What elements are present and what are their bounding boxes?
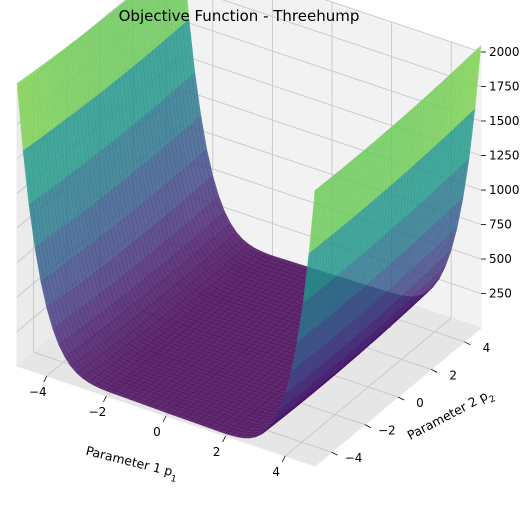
y-tick-label: −2 — [378, 424, 396, 438]
y-tick-mark — [364, 424, 371, 428]
tick-labels: −4 −2 0 2 4 −4 −2 0 2 4 250 500 750 1000 1250 1500 1750 2… — [29, 45, 520, 479]
y-tick-label: 2 — [449, 368, 457, 382]
y-axis-label: Parameter 2 p2 — [405, 385, 498, 447]
x-tick-mark — [281, 455, 286, 463]
z-tick-label: 1000 — [489, 183, 520, 197]
x-tick-mark — [162, 415, 167, 423]
z-tick-label: 250 — [489, 287, 512, 301]
x-tick-mark — [222, 435, 226, 443]
y-tick-label: 0 — [416, 396, 424, 410]
x-tick-label: −4 — [29, 385, 47, 399]
x-tick-label: 2 — [213, 445, 221, 459]
surface-facet — [308, 187, 319, 254]
z-tick-label: 1750 — [489, 80, 520, 94]
y-tick-label: −4 — [345, 451, 363, 465]
y-tick-mark — [331, 451, 338, 456]
chart-title: Objective Function - Threehump — [118, 7, 360, 25]
z-tick-label: 1250 — [489, 149, 520, 163]
z-tick-label: 750 — [489, 218, 512, 232]
y-tick-mark — [397, 396, 405, 401]
x-axis-label: Parameter 1 p1 — [83, 443, 180, 485]
surface-facet — [16, 80, 27, 151]
z-tick-label: 1500 — [489, 114, 520, 128]
z-tick-label: 500 — [489, 252, 512, 266]
surface-mesh — [16, 0, 482, 439]
z-tick-label: 2000 — [489, 45, 520, 59]
x-tick-label: −2 — [89, 405, 107, 419]
surface-facet — [183, 0, 190, 23]
x-tick-label: 0 — [153, 425, 161, 439]
x-tick-mark — [43, 375, 48, 383]
y-tick-label: 4 — [483, 341, 491, 355]
x-tick-label: 4 — [272, 465, 280, 479]
x-tick-mark — [103, 395, 107, 403]
y-tick-mark — [464, 341, 471, 346]
y-tick-mark — [431, 369, 438, 373]
